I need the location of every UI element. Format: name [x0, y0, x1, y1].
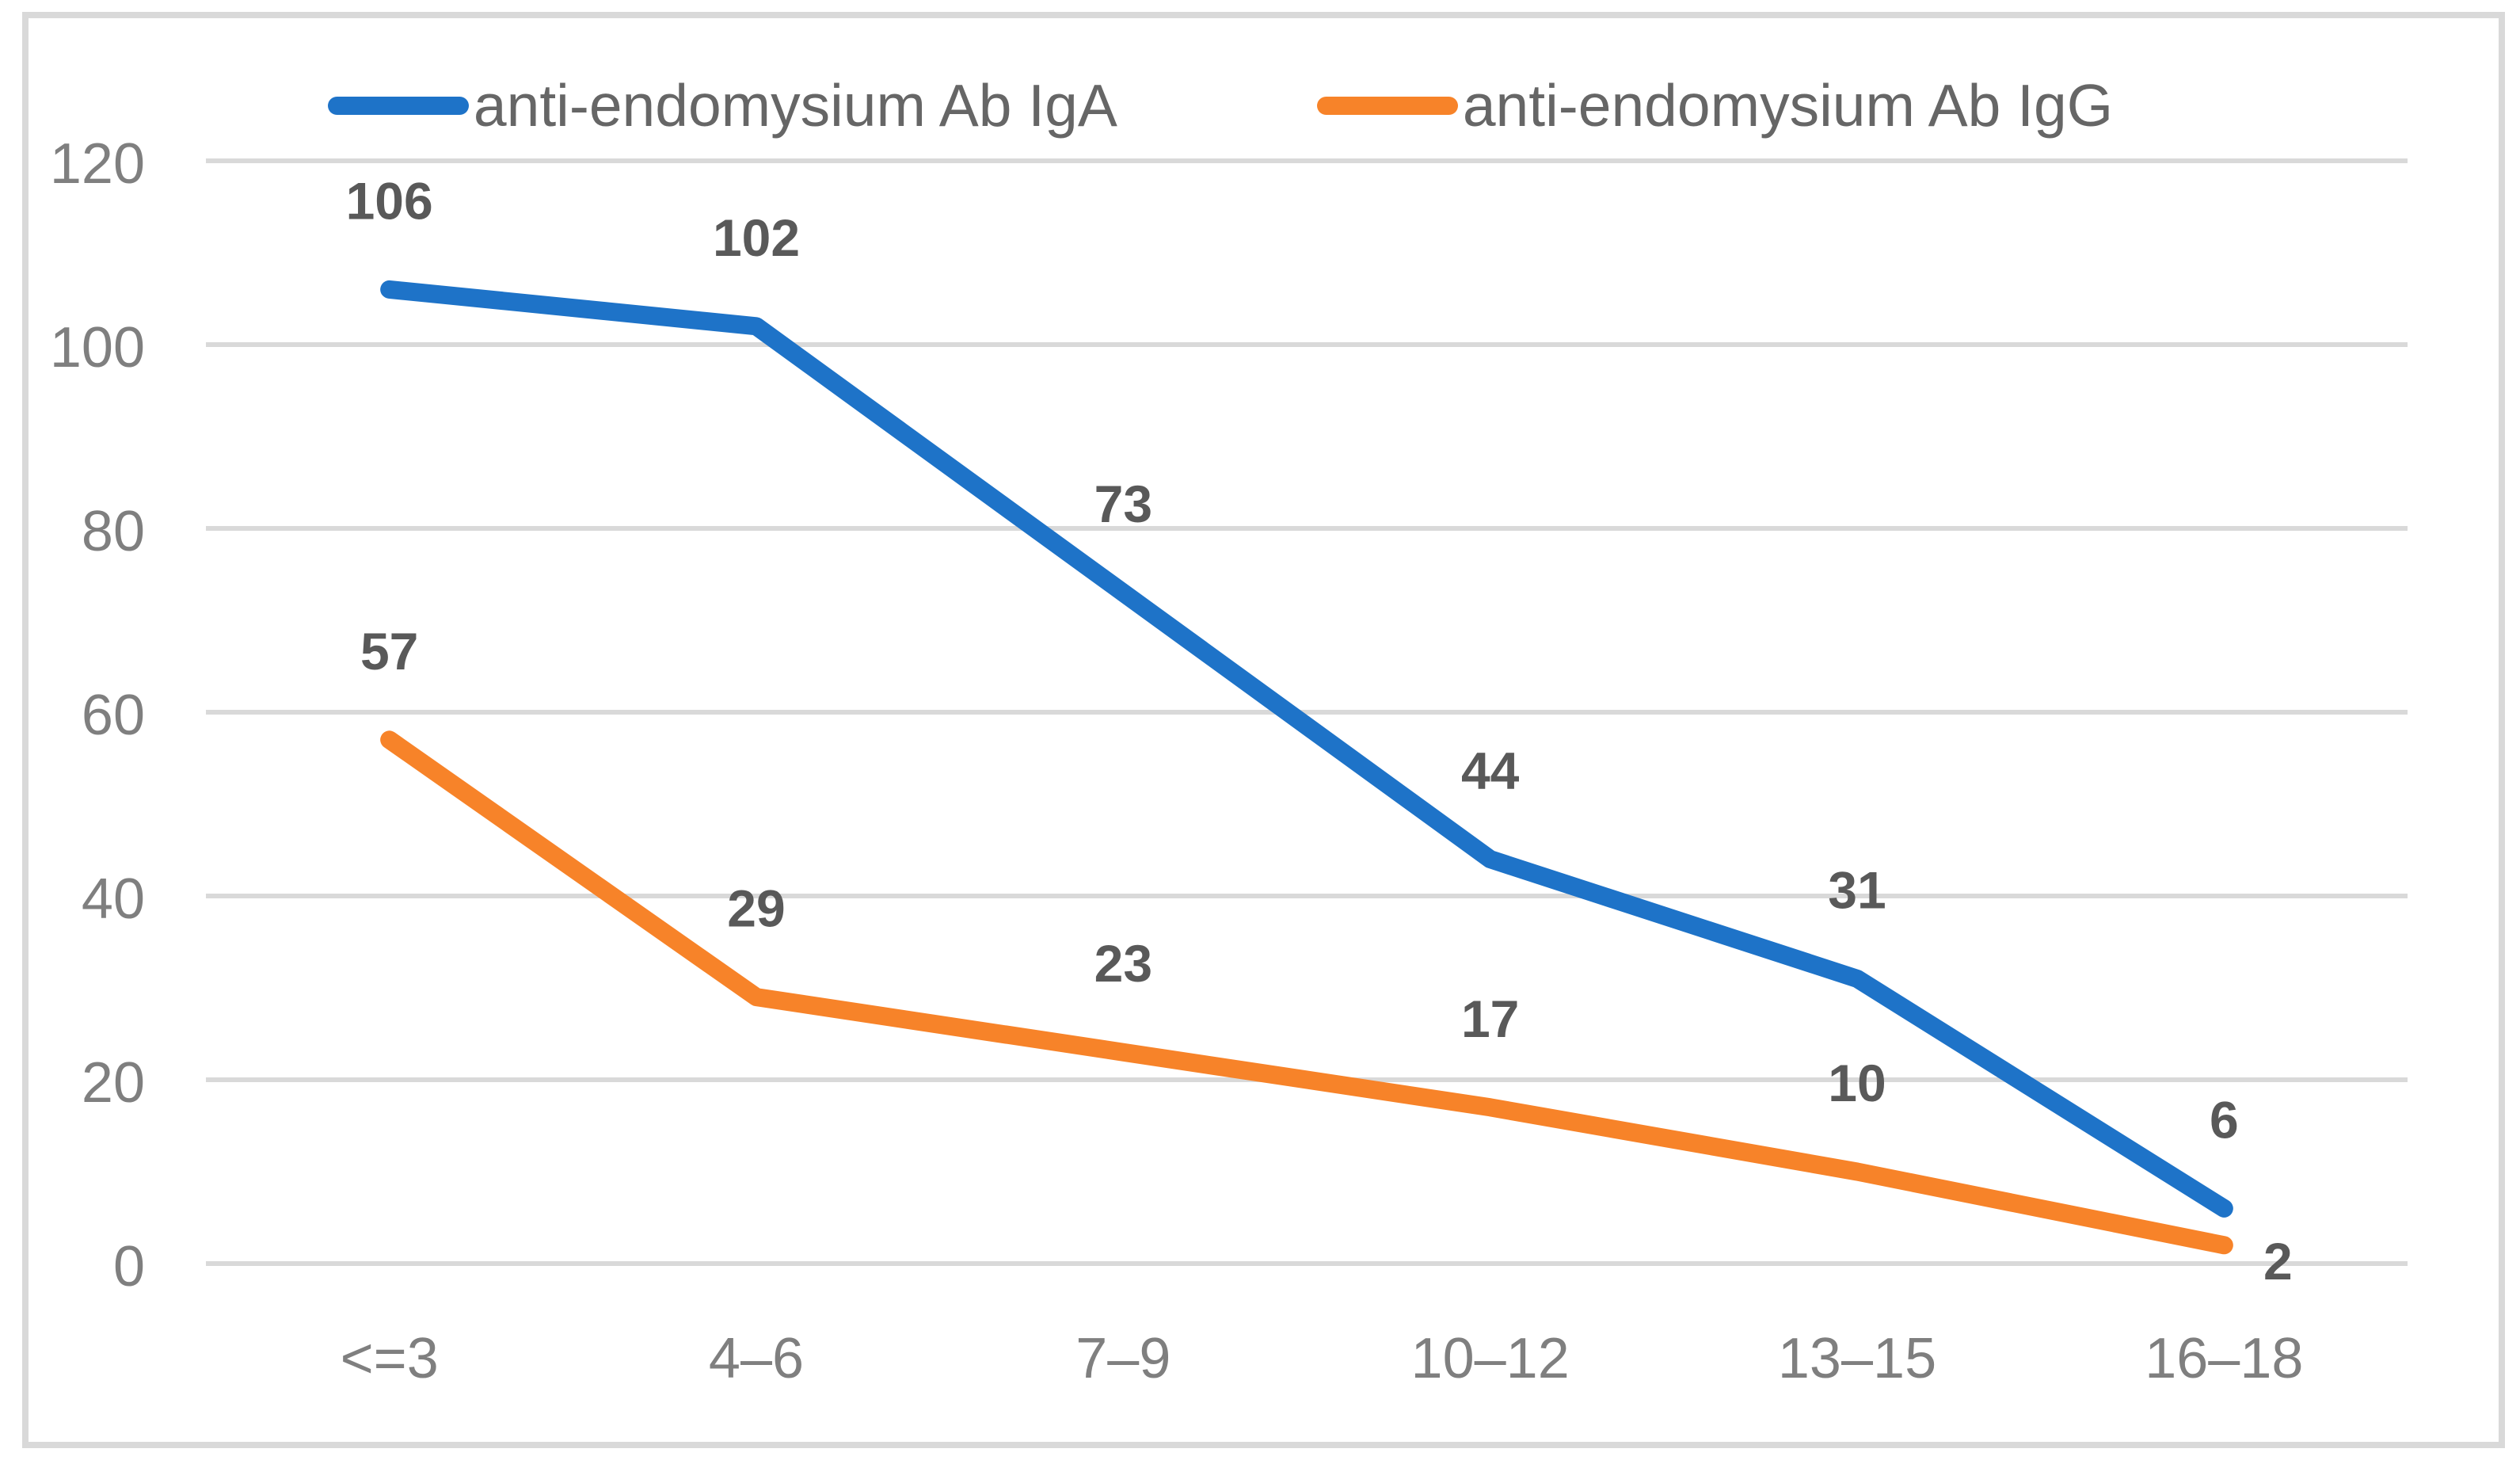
- chart-legend: anti-endomysium Ab IgA anti-endomysium A…: [0, 62, 2520, 149]
- legend-swatch-iga: [327, 96, 469, 115]
- data-label-s1-3: 17: [1461, 989, 1519, 1048]
- x-tick-label-0: <=3: [341, 1327, 439, 1390]
- data-label-s0-5: 6: [2210, 1090, 2239, 1149]
- x-tick-label-1: 4–6: [709, 1327, 804, 1390]
- chart-border-frame: [22, 12, 2505, 1448]
- x-tick-label-4: 13–15: [1778, 1327, 1936, 1390]
- data-label-s1-0: 57: [360, 622, 418, 681]
- legend-label-igg: anti-endomysium Ab IgG: [1462, 71, 2114, 139]
- data-label-s1-2: 23: [1094, 934, 1152, 993]
- legend-item-iga: anti-endomysium Ab IgA: [327, 71, 1117, 139]
- data-label-s1-4: 10: [1828, 1054, 1886, 1112]
- y-tick-label-20: 20: [82, 1051, 145, 1115]
- series-line-0: [380, 280, 2233, 1218]
- data-label-s0-1: 102: [713, 208, 800, 267]
- data-label-s0-0: 106: [346, 171, 433, 230]
- y-tick-label-80: 80: [82, 500, 145, 563]
- x-tick-label-2: 7–9: [1075, 1327, 1171, 1390]
- y-tick-label-120: 120: [50, 132, 145, 196]
- y-tick-label-100: 100: [50, 316, 145, 379]
- data-label-s1-1: 29: [727, 879, 785, 938]
- y-tick-label-40: 40: [82, 867, 145, 931]
- x-tick-label-5: 16–18: [2145, 1327, 2303, 1390]
- data-label-s0-3: 44: [1461, 742, 1520, 800]
- data-label-s1-5: 2: [2263, 1232, 2293, 1291]
- legend-swatch-igg: [1316, 96, 1458, 115]
- series-line-1: [380, 730, 2233, 1255]
- legend-item-igg: anti-endomysium Ab IgG: [1316, 71, 2114, 139]
- legend-label-iga: anti-endomysium Ab IgA: [473, 71, 1117, 139]
- y-tick-label-0: 0: [113, 1235, 145, 1298]
- y-tick-label-60: 60: [82, 684, 145, 747]
- data-label-s0-2: 73: [1094, 475, 1152, 533]
- data-label-s0-4: 31: [1828, 860, 1886, 919]
- x-tick-label-3: 10–12: [1411, 1327, 1570, 1390]
